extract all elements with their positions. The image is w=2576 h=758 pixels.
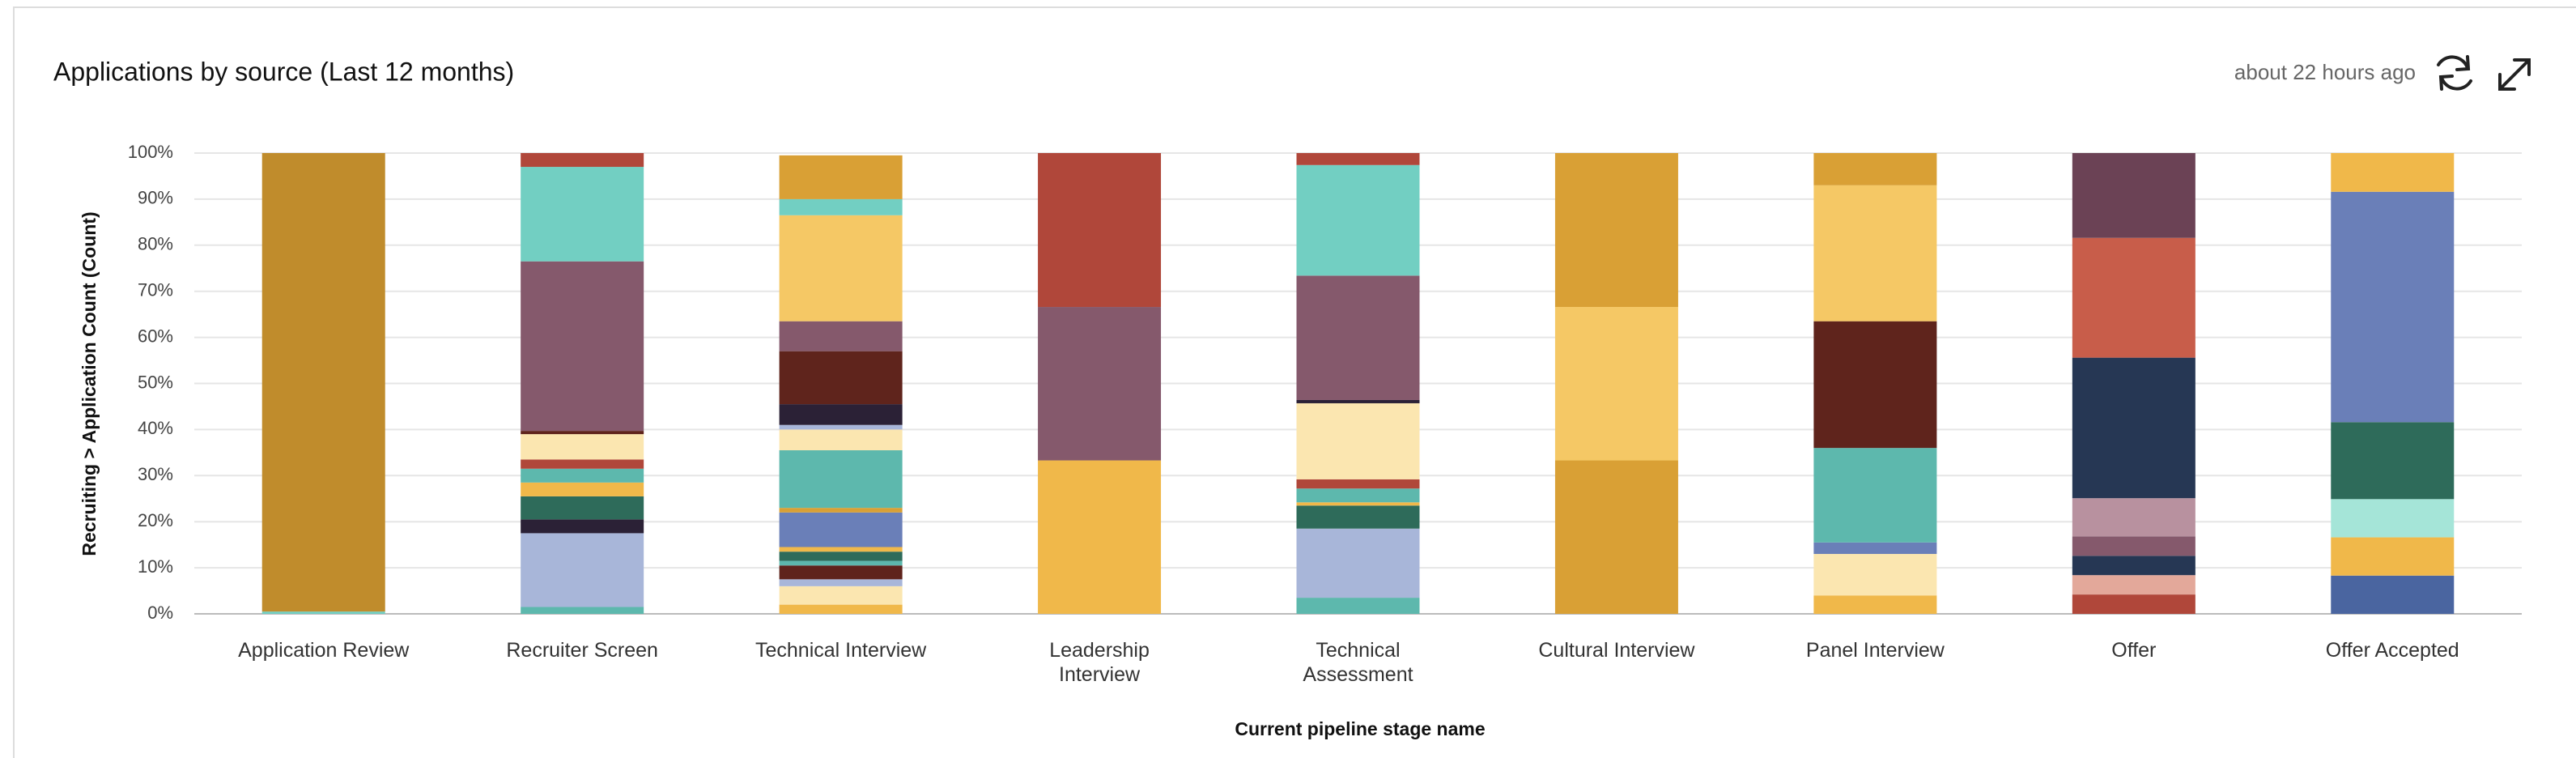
bar-segment <box>1813 542 1937 555</box>
bar-segment <box>779 547 903 552</box>
y-tick-label: 100% <box>128 142 173 162</box>
bar-segment <box>2331 537 2455 576</box>
bar-segment <box>521 261 644 432</box>
y-tick-label: 30% <box>138 464 173 484</box>
bar-segment <box>1813 554 1937 596</box>
bar-segment <box>1813 595 1937 614</box>
bar-segment <box>2072 237 2196 358</box>
bar-segment <box>1296 153 1420 165</box>
bar-segment <box>779 512 903 547</box>
bar-segment <box>779 198 903 215</box>
bar-segment <box>2072 536 2196 556</box>
bar-segment <box>261 611 385 614</box>
bar-segment <box>1813 153 1937 185</box>
bar-segment <box>779 551 903 561</box>
bar-segment <box>2331 191 2455 423</box>
bar-segment <box>1296 528 1420 598</box>
bar-segment <box>1296 502 1420 506</box>
x-tick-label: Application Review <box>238 639 410 662</box>
x-tick-label: Panel Interview <box>1805 639 1945 662</box>
y-tick-label: 70% <box>138 280 173 300</box>
bar-segment <box>261 153 385 612</box>
bar-segment <box>1296 164 1420 276</box>
x-axis-title: Current pipeline stage name <box>1235 718 1485 739</box>
bar-segment <box>1554 460 1678 614</box>
chart-title: Applications by source (Last 12 months) <box>53 57 514 86</box>
x-tick-label: Recruiter Screen <box>506 639 658 662</box>
bar-segment <box>1813 448 1937 543</box>
bar-segment <box>779 429 903 451</box>
bar-segment <box>1554 307 1678 461</box>
bar-segment <box>1813 321 1937 449</box>
y-tick-label: 80% <box>138 234 173 254</box>
bar-segment <box>1296 488 1420 503</box>
bar-segment <box>2072 575 2196 595</box>
x-tick-label: Leadership Interview <box>1049 639 1150 686</box>
bar-segment <box>1296 598 1420 614</box>
bar-segment <box>779 579 903 586</box>
refresh-icon[interactable] <box>2437 55 2472 91</box>
bar-segment <box>521 468 644 483</box>
bar-segment <box>1813 185 1937 322</box>
bar-segment <box>779 586 903 605</box>
x-tick-label: Offer <box>2111 639 2157 662</box>
y-tick-label: 0% <box>147 603 173 623</box>
bar-segment <box>779 508 903 513</box>
bar-segment <box>779 155 903 199</box>
bar-segment <box>521 434 644 460</box>
bar-segment <box>2072 594 2196 614</box>
y-tick-label: 10% <box>138 556 173 577</box>
bar-segment <box>779 450 903 509</box>
bar-segment <box>1296 275 1420 400</box>
updated-time: about 22 hours ago <box>2234 60 2416 84</box>
bar-segment <box>1296 479 1420 489</box>
bar-segment <box>2072 357 2196 499</box>
bar-segment <box>521 607 644 614</box>
bar-segment <box>2331 422 2455 500</box>
bar-segment <box>2331 153 2455 192</box>
y-tick-label: 50% <box>138 372 173 392</box>
bar-segment <box>1296 399 1420 403</box>
bar-segment <box>2072 556 2196 576</box>
bar-segment <box>2072 153 2196 238</box>
y-axis-title: Recruiting > Application Count (Count) <box>79 211 100 556</box>
bar-segment <box>779 560 903 566</box>
bar-segment <box>779 404 903 425</box>
bar-segment <box>521 431 644 435</box>
bar-segment <box>779 565 903 580</box>
bar-segment <box>2331 575 2455 614</box>
bar-segment <box>2331 499 2455 538</box>
bar-segment <box>521 459 644 469</box>
expand-icon[interactable] <box>2498 58 2531 91</box>
bar-segment <box>1296 505 1420 529</box>
bar-segment <box>779 604 903 614</box>
x-tick-label: Technical Assessment <box>1303 639 1413 686</box>
bar-segment <box>521 153 644 168</box>
bar-segment <box>1038 153 1162 308</box>
bar-segment <box>521 482 644 496</box>
y-tick-label: 20% <box>138 510 173 530</box>
x-tick-label: Technical Interview <box>755 639 927 662</box>
bar-segment <box>521 496 644 520</box>
y-tick-label: 40% <box>138 418 173 438</box>
bar-segment <box>521 533 644 607</box>
bar-segment <box>1554 153 1678 308</box>
y-tick-label: 60% <box>138 326 173 346</box>
bar-segment <box>779 215 903 322</box>
bar-segment <box>521 519 644 534</box>
bar-segment <box>779 351 903 405</box>
bar-segment <box>779 424 903 430</box>
bar-segment <box>2072 498 2196 537</box>
bar-segment <box>1038 460 1162 614</box>
x-tick-label: Cultural Interview <box>1538 639 1695 662</box>
y-tick-label: 90% <box>138 188 173 208</box>
bar-segment <box>1296 402 1420 479</box>
bar-segment <box>521 167 644 262</box>
x-tick-label: Offer Accepted <box>2325 639 2459 662</box>
bar-segment <box>779 321 903 351</box>
bar-segment <box>1038 307 1162 461</box>
